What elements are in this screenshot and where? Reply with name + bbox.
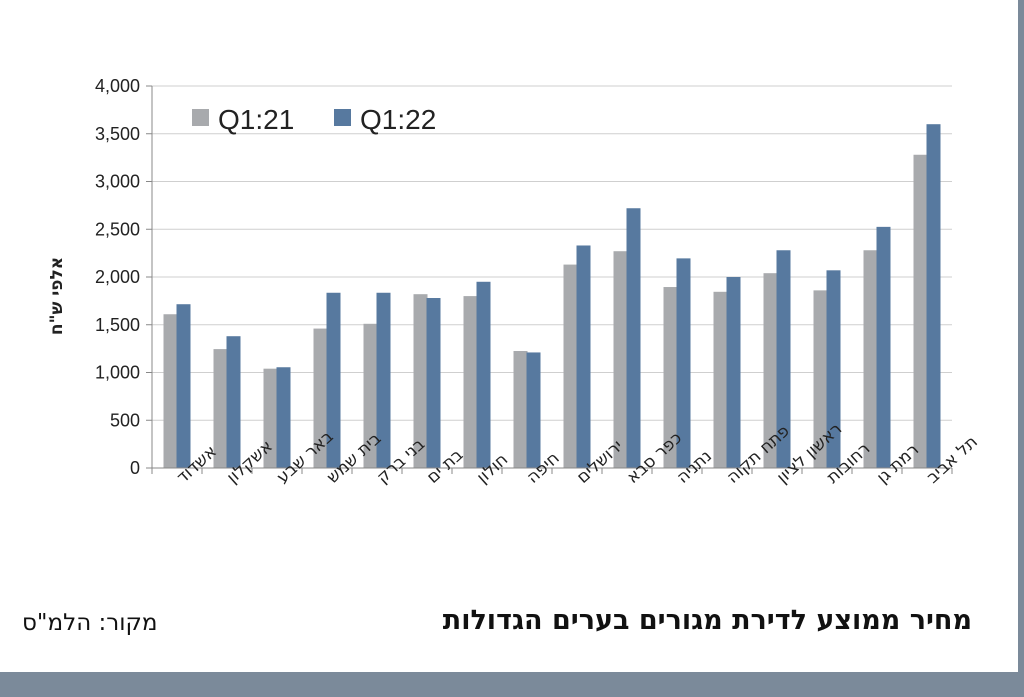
bar-chart: 0 500 1,000 1,500 2,000 2,500 3,000 3,500 4,000 א… bbox=[47, 76, 982, 488]
y-tick-label: 500 bbox=[110, 410, 140, 430]
y-tick-label: 3,500 bbox=[95, 124, 140, 144]
bar-q1-22 bbox=[826, 270, 841, 468]
legend-swatch bbox=[334, 109, 351, 126]
bar-q1-21 bbox=[913, 154, 928, 468]
bar-q1-21 bbox=[413, 294, 428, 468]
y-tick-label: 0 bbox=[130, 458, 140, 478]
bar-q1-21 bbox=[463, 296, 478, 468]
bar-q1-21 bbox=[263, 368, 278, 468]
footer-bar bbox=[0, 672, 1024, 697]
bar-q1-22 bbox=[726, 277, 741, 468]
y-tick-label: 2,000 bbox=[95, 267, 140, 287]
bar-q1-22 bbox=[926, 124, 941, 468]
bar-q1-21 bbox=[213, 349, 228, 468]
bar-q1-21 bbox=[363, 323, 378, 468]
frame-edge bbox=[1018, 0, 1024, 697]
caption-title: מחיר ממוצע לדירת מגורים בערים הגדולות bbox=[442, 605, 972, 636]
legend-swatch bbox=[192, 109, 209, 126]
bar-q1-21 bbox=[163, 314, 178, 468]
bar-q1-21 bbox=[813, 290, 828, 468]
caption-source: מקור: הלמ"ס bbox=[22, 610, 158, 636]
y-tick-label: 1,000 bbox=[95, 363, 140, 383]
legend-label: Q1:22 bbox=[360, 104, 436, 135]
legend-label: Q1:21 bbox=[218, 104, 294, 135]
bar-q1-22 bbox=[876, 226, 891, 468]
bar-q1-22 bbox=[526, 352, 541, 468]
y-axis-label: אלפי ש"ח bbox=[47, 257, 67, 335]
bars bbox=[163, 124, 941, 469]
bar-q1-21 bbox=[313, 328, 328, 468]
bar-q1-22 bbox=[226, 336, 241, 468]
bar-q1-22 bbox=[676, 258, 691, 468]
y-tick-label: 2,500 bbox=[95, 219, 140, 239]
y-tick-label: 1,500 bbox=[95, 315, 140, 335]
bar-q1-22 bbox=[176, 304, 191, 468]
bar-q1-22 bbox=[276, 367, 291, 468]
bar-q1-21 bbox=[613, 251, 628, 468]
bar-q1-22 bbox=[776, 250, 791, 468]
bar-q1-22 bbox=[426, 298, 441, 468]
y-tick-label: 4,000 bbox=[95, 76, 140, 96]
bar-q1-22 bbox=[326, 292, 341, 468]
bar-q1-22 bbox=[626, 208, 641, 469]
y-tick-label: 3,000 bbox=[95, 172, 140, 192]
bar-q1-22 bbox=[376, 292, 391, 468]
bar-q1-22 bbox=[576, 245, 591, 468]
bar-q1-21 bbox=[513, 351, 528, 468]
bar-q1-22 bbox=[476, 281, 491, 468]
bar-q1-21 bbox=[763, 273, 778, 468]
bar-q1-21 bbox=[563, 264, 578, 468]
legend: Q1:21 Q1:22 bbox=[192, 104, 436, 135]
bar-q1-21 bbox=[663, 287, 678, 468]
bar-q1-21 bbox=[863, 250, 878, 468]
bar-q1-21 bbox=[713, 291, 728, 468]
